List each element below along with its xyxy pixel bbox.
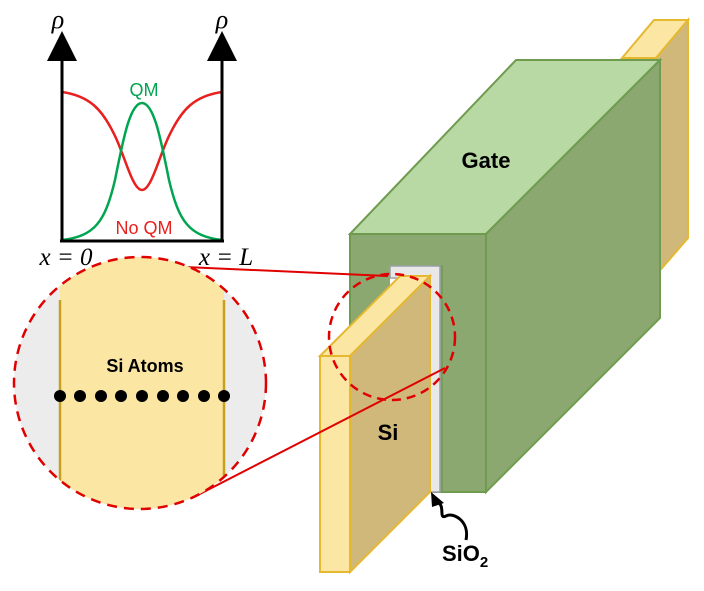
atom-dot xyxy=(136,390,148,402)
atom-dot xyxy=(74,390,86,402)
x-left-label: x = 0 xyxy=(39,244,93,271)
oxide-label-main: SiO xyxy=(442,541,480,566)
noqm-curve-label: No QM xyxy=(115,218,172,238)
atom-dot xyxy=(218,390,230,402)
oxide-label-subscript: 2 xyxy=(480,554,488,571)
zoom-callout: Si Atoms xyxy=(12,255,457,511)
right-axis-symbol: ρ xyxy=(215,5,228,34)
atom-dot xyxy=(157,390,169,402)
qm-curve xyxy=(61,101,223,242)
atom-dot xyxy=(95,390,107,402)
qm-curve-label: QM xyxy=(130,80,159,100)
device-zoom-circle xyxy=(327,272,457,402)
atom-row xyxy=(54,390,230,402)
oxide-label: SiO2 xyxy=(442,541,488,571)
atom-dot xyxy=(54,390,66,402)
silicon-label: Si xyxy=(378,420,399,445)
atom-dot xyxy=(198,390,210,402)
noqm-curve xyxy=(61,90,223,192)
zoom-atoms-label: Si Atoms xyxy=(106,356,183,376)
oxide-pointer-arrowhead xyxy=(431,492,444,507)
atom-dot xyxy=(115,390,127,402)
atom-dot xyxy=(177,390,189,402)
left-axis-symbol: ρ xyxy=(51,5,64,34)
zoom-silicon-slab xyxy=(60,257,224,509)
density-plot: ρ ρ QM No QM x = 0 x = L xyxy=(39,5,254,271)
zoom-circle xyxy=(12,255,268,511)
x-right-label: x = L xyxy=(198,244,253,271)
gate-label: Gate xyxy=(462,148,511,173)
oxide-pointer-arrow xyxy=(436,500,469,541)
zoom-connector-bottom xyxy=(191,367,446,499)
front-silicon-slab xyxy=(317,273,433,575)
